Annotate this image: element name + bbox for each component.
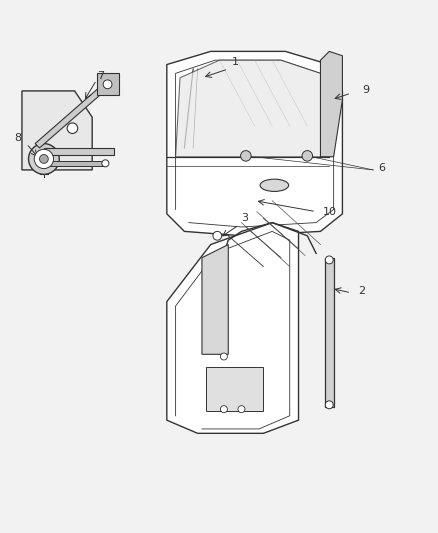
Text: 1: 1 xyxy=(231,58,238,68)
Circle shape xyxy=(39,155,48,163)
Polygon shape xyxy=(201,245,228,354)
Polygon shape xyxy=(206,367,263,411)
Circle shape xyxy=(102,160,109,167)
Circle shape xyxy=(67,123,78,133)
Ellipse shape xyxy=(259,179,288,191)
Circle shape xyxy=(34,149,53,168)
Circle shape xyxy=(237,406,244,413)
Circle shape xyxy=(325,401,332,409)
Circle shape xyxy=(220,406,227,413)
Circle shape xyxy=(103,80,112,88)
Text: 6: 6 xyxy=(378,163,385,173)
Polygon shape xyxy=(324,258,333,407)
Polygon shape xyxy=(44,148,114,155)
Text: 3: 3 xyxy=(241,213,248,223)
Circle shape xyxy=(28,143,59,174)
Polygon shape xyxy=(320,51,342,157)
Text: 10: 10 xyxy=(322,207,336,217)
Circle shape xyxy=(301,151,312,161)
Polygon shape xyxy=(166,223,298,433)
Text: 7: 7 xyxy=(97,70,104,80)
Circle shape xyxy=(220,353,227,360)
Polygon shape xyxy=(22,91,92,170)
Text: 2: 2 xyxy=(357,286,364,296)
Polygon shape xyxy=(96,74,118,95)
Circle shape xyxy=(212,231,221,240)
Text: 9: 9 xyxy=(361,85,368,95)
Circle shape xyxy=(240,151,251,161)
Polygon shape xyxy=(44,161,105,166)
Polygon shape xyxy=(166,51,342,236)
Circle shape xyxy=(325,256,332,264)
Polygon shape xyxy=(35,82,110,148)
Text: 8: 8 xyxy=(14,133,21,143)
Polygon shape xyxy=(175,60,328,157)
